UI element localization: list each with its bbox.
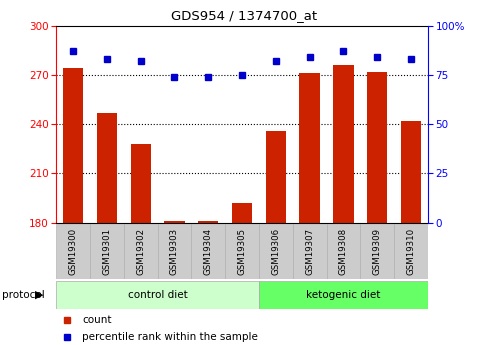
Text: GSM19303: GSM19303: [170, 228, 179, 275]
Text: GSM19309: GSM19309: [372, 228, 381, 275]
Bar: [265, 131, 285, 223]
Bar: [360, 224, 393, 279]
Bar: [56, 224, 90, 279]
Bar: [130, 144, 150, 223]
Bar: [56, 281, 259, 309]
Bar: [231, 203, 252, 223]
Text: ▶: ▶: [35, 290, 43, 300]
Text: GSM19301: GSM19301: [102, 228, 111, 275]
Bar: [224, 224, 259, 279]
Bar: [259, 281, 427, 309]
Text: percentile rank within the sample: percentile rank within the sample: [82, 333, 258, 342]
Text: GSM19300: GSM19300: [68, 228, 78, 275]
Text: GSM19306: GSM19306: [271, 228, 280, 275]
Text: GDS954 / 1374700_at: GDS954 / 1374700_at: [171, 9, 317, 22]
Bar: [157, 224, 191, 279]
Bar: [299, 73, 319, 223]
Bar: [198, 221, 218, 223]
Bar: [326, 224, 360, 279]
Bar: [366, 72, 386, 223]
Bar: [97, 113, 117, 223]
Text: count: count: [82, 315, 112, 325]
Bar: [333, 65, 353, 223]
Bar: [191, 224, 224, 279]
Bar: [259, 224, 292, 279]
Text: GSM19308: GSM19308: [338, 228, 347, 275]
Bar: [90, 224, 123, 279]
Text: control diet: control diet: [127, 290, 187, 300]
Text: GSM19305: GSM19305: [237, 228, 246, 275]
Bar: [63, 69, 83, 223]
Bar: [393, 224, 427, 279]
Text: GSM19304: GSM19304: [203, 228, 212, 275]
Text: GSM19307: GSM19307: [305, 228, 313, 275]
Bar: [292, 224, 326, 279]
Text: GSM19302: GSM19302: [136, 228, 145, 275]
Text: protocol: protocol: [2, 290, 45, 300]
Bar: [164, 221, 184, 223]
Bar: [123, 224, 157, 279]
Text: ketogenic diet: ketogenic diet: [305, 290, 380, 300]
Text: GSM19310: GSM19310: [406, 228, 415, 275]
Bar: [400, 121, 420, 223]
